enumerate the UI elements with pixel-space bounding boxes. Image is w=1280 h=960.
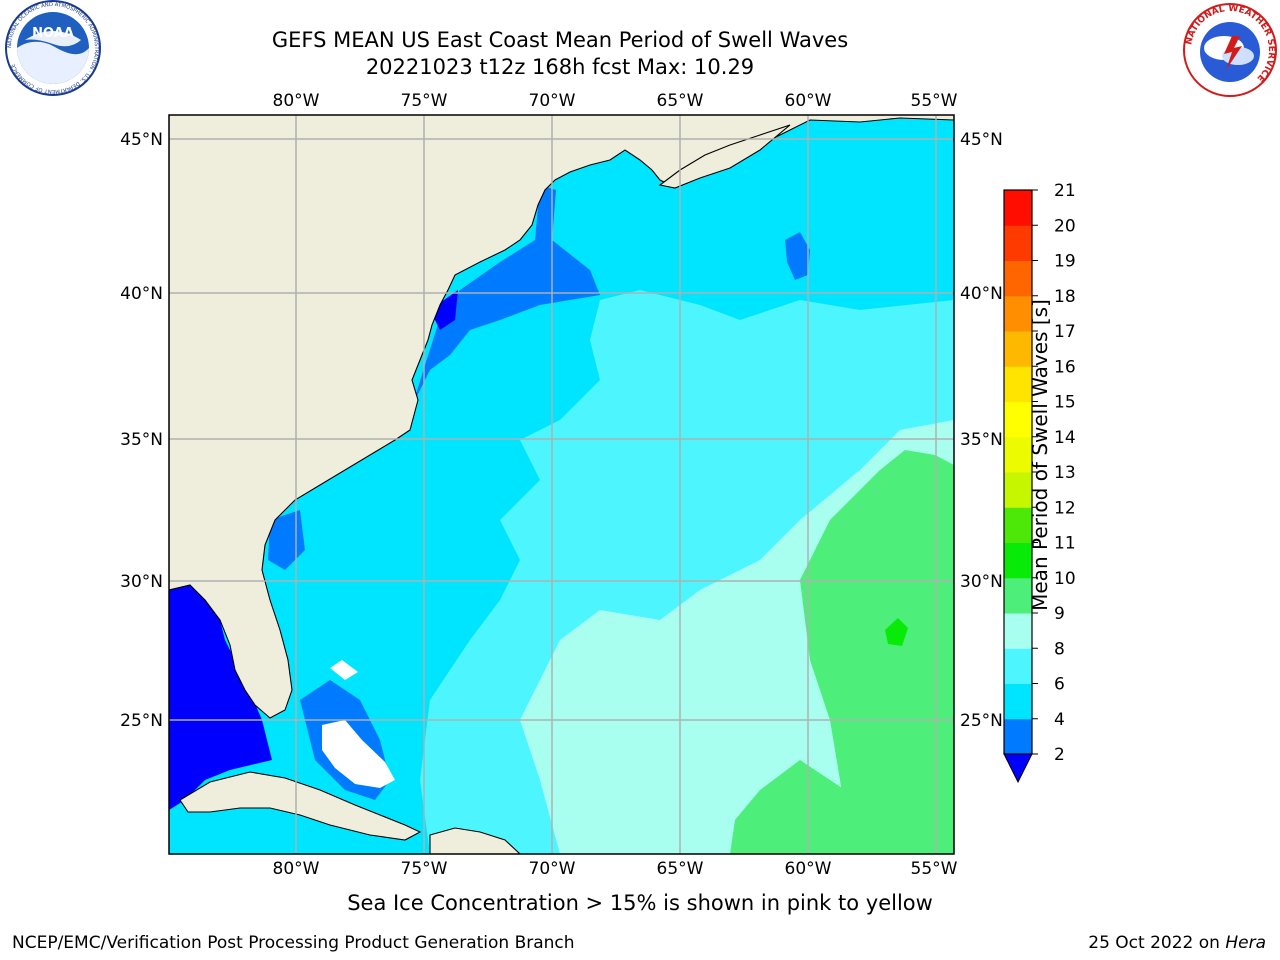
lat-labels-left: 45°N 40°N 35°N 30°N 25°N xyxy=(120,130,163,731)
footer-host: Hera xyxy=(1225,933,1266,953)
colorbar-segment xyxy=(1004,436,1032,473)
colorbar-segment xyxy=(1004,648,1032,684)
swell-9-10s-region-south xyxy=(730,760,870,854)
lon-label: 60°W xyxy=(785,859,832,879)
colorbar-tick-label: 8 xyxy=(1054,639,1065,659)
lat-label: 45°N xyxy=(960,130,1003,150)
colorbar-tick-label: 17 xyxy=(1054,322,1076,342)
swell-2-4s-northeast-patch xyxy=(785,232,810,280)
lat-label: 40°N xyxy=(120,284,163,304)
lon-labels-top: 80°W 75°W 70°W 65°W 60°W 55°W xyxy=(273,91,958,111)
hispaniola-island xyxy=(429,827,521,854)
footer-date-text: 25 Oct 2022 on xyxy=(1088,933,1220,953)
colorbar-tick-label: 4 xyxy=(1054,710,1065,730)
colorbar-tick-label: 14 xyxy=(1054,428,1076,448)
colorbar: 2 4 6 8 9 10 11 12 13 14 15 16 17 18 19 20 21 xyxy=(1003,181,1076,784)
cuba-island xyxy=(179,771,422,841)
colorbar-segment xyxy=(1004,683,1032,720)
swell-under-2s-gulf xyxy=(169,578,272,810)
colorbar-under-extension xyxy=(1003,753,1033,784)
colorbar-tick-label: 20 xyxy=(1054,216,1076,236)
colorbar-segment xyxy=(1004,577,1032,614)
swell-9-10s-region-east xyxy=(800,450,954,854)
colorbar-segment xyxy=(1004,718,1032,755)
colorbar-segment xyxy=(1004,472,1032,508)
lon-label: 70°W xyxy=(529,859,576,879)
colorbar-tick-label: 15 xyxy=(1054,393,1076,413)
colorbar-tick-label: 21 xyxy=(1054,181,1076,201)
lat-label: 35°N xyxy=(960,430,1003,450)
lon-label: 55°W xyxy=(911,859,958,879)
map-plot-area xyxy=(169,115,954,854)
colorbar-tick-label: 12 xyxy=(1054,498,1076,518)
colorbar-tick-label: 6 xyxy=(1054,675,1065,695)
colorbar-tick-label: 9 xyxy=(1054,604,1065,624)
footer-credit: NCEP/EMC/Verification Post Processing Pr… xyxy=(12,933,575,953)
lon-labels-bottom: 80°W 75°W 70°W 65°W 60°W 55°W xyxy=(273,859,958,879)
swell-under-2s-north-coast xyxy=(430,290,458,330)
noaa-logo-icon: NOAA NATIONAL OCEANIC AND ATMOSPHERIC AD… xyxy=(5,0,101,96)
bahamas-bank xyxy=(322,720,395,788)
lon-label: 70°W xyxy=(529,91,576,111)
colorbar-tick-label: 16 xyxy=(1054,357,1076,377)
colorbar-tick-label: 19 xyxy=(1054,252,1076,272)
colorbar-tick-label: 10 xyxy=(1054,569,1076,589)
colorbar-segment xyxy=(1004,401,1032,438)
colorbar-segment xyxy=(1004,613,1032,649)
nova-scotia xyxy=(658,124,791,189)
graticule xyxy=(169,115,954,854)
map-subtitle: 20221023 t12z 168h fcst Max: 10.29 xyxy=(365,55,755,79)
colorbar-tick-label: 11 xyxy=(1054,534,1076,554)
colorbar-segment xyxy=(1004,331,1032,367)
little-bahama-bank xyxy=(330,660,358,680)
colorbar-segment xyxy=(1004,190,1032,226)
nws-logo-icon: NATIONAL WEATHER SERVICE xyxy=(1183,3,1277,97)
map-title: GEFS MEAN US East Coast Mean Period of S… xyxy=(271,28,849,52)
lat-label: 25°N xyxy=(120,711,163,731)
lon-label: 80°W xyxy=(273,91,320,111)
lat-labels-right: 45°N 40°N 35°N 30°N 25°N xyxy=(960,130,1003,731)
colorbar-segment xyxy=(1004,225,1032,261)
lat-label: 35°N xyxy=(120,430,163,450)
lon-label: 60°W xyxy=(785,91,832,111)
sea-ice-note: Sea Ice Concentration > 15% is shown in … xyxy=(347,891,933,915)
colorbar-tick-label: 2 xyxy=(1054,745,1065,765)
swell-10s-patch xyxy=(885,618,908,646)
colorbar-segment xyxy=(1004,260,1032,297)
colorbar-segment xyxy=(1004,366,1032,402)
lat-label: 45°N xyxy=(120,130,163,150)
map-frame xyxy=(168,114,955,855)
lon-label: 80°W xyxy=(273,859,320,879)
colorbar-segment xyxy=(1004,295,1032,332)
lat-label: 25°N xyxy=(960,711,1003,731)
lon-label: 65°W xyxy=(657,91,704,111)
noaa-logo-text: NOAA xyxy=(32,26,74,41)
colorbar-tick-label: 13 xyxy=(1054,463,1076,483)
lon-label: 55°W xyxy=(911,91,958,111)
colorbar-tick-label: 18 xyxy=(1054,287,1076,307)
lat-label: 30°N xyxy=(960,572,1003,592)
colorbar-segment xyxy=(1004,542,1032,579)
colorbar-segment xyxy=(1004,507,1032,543)
lat-label: 30°N xyxy=(120,572,163,592)
lat-label: 40°N xyxy=(960,284,1003,304)
lon-label: 65°W xyxy=(657,859,704,879)
lon-label: 75°W xyxy=(401,91,448,111)
footer-date: 25 Oct 2022 on Hera xyxy=(1088,933,1266,953)
lon-label: 75°W xyxy=(401,859,448,879)
colorbar-label: Mean Period of Swell Waves [s] xyxy=(1028,299,1052,611)
